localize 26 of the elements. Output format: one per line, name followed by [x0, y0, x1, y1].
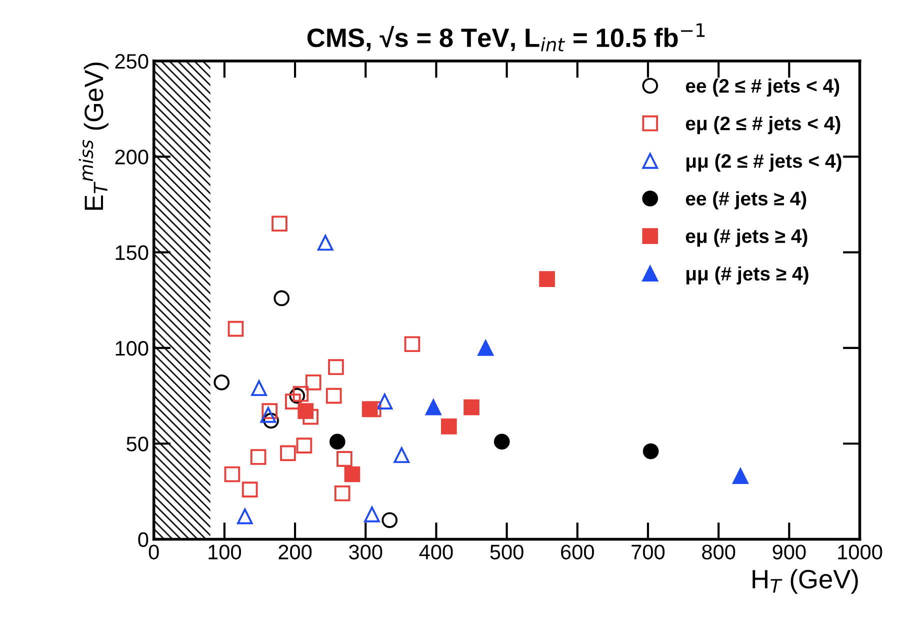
x-tick-label: 400 [419, 544, 453, 560]
x-tick-label: 700 [632, 544, 665, 560]
y-axis-title: E$_{T}$$^{miss}$ (GeV) [78, 62, 108, 210]
y-tick-label: 0 [138, 532, 148, 548]
y-tick-label: 200 [115, 150, 148, 164]
x-tick-label: 100 [208, 544, 242, 560]
chart-title: CMS, √s = 8 TeV, L$_{int}$ = 10.5 fb$^{−1}$ [307, 23, 705, 52]
y-tick-label: 150 [116, 245, 148, 260]
legend-label: eμ (2 ≤ # jets < 4) [686, 116, 840, 134]
x-axis-title: H$_{T}$ (GeV) [752, 569, 858, 594]
legend-label: μμ (# jets ≥ 4) [686, 266, 808, 284]
x-tick-label: 500 [490, 544, 524, 560]
x-tick-label: 600 [561, 544, 594, 560]
x-tick-label: 200 [278, 544, 312, 560]
x-tick-label: 900 [772, 544, 806, 560]
y-tick-label: 250 [115, 54, 148, 69]
x-tick-label: 300 [349, 544, 382, 560]
legend-label: eμ (# jets ≥ 4) [686, 228, 808, 247]
x-tick-label: 0 [148, 544, 159, 560]
x-tick-label: 800 [702, 544, 736, 560]
y-tick-label: 50 [126, 436, 148, 452]
legend-label: ee (2 ≤ # jets < 4) [686, 78, 840, 97]
legend-label: ee (# jets ≥ 4) [686, 191, 806, 210]
y-tick-label: 100 [116, 340, 148, 356]
legend-label: μμ (2 ≤ # jets < 4) [686, 154, 842, 172]
x-tick-label: 1000 [838, 544, 882, 560]
